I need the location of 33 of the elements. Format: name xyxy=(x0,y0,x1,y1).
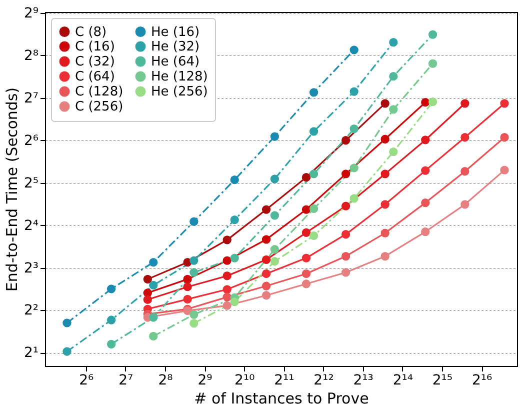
y-tick-label: 2² xyxy=(24,302,38,319)
x-tick-label: 2¹⁴ xyxy=(392,372,414,388)
y-tick-label: 2⁹ xyxy=(24,5,39,22)
legend-label: C (8) xyxy=(75,24,107,40)
x-axis-title: # of Instances to Prove xyxy=(194,390,369,408)
legend-label: C (16) xyxy=(75,40,115,54)
y-tick-label: 2⁷ xyxy=(24,90,38,106)
y-tick-label: 2¹ xyxy=(24,345,38,362)
x-tick-label: 2¹¹ xyxy=(274,372,294,388)
x-tick-label: 2⁶ xyxy=(79,372,94,388)
legend-label: He (64) xyxy=(151,54,200,70)
y-tick-label: 2³ xyxy=(24,260,38,276)
legend-label: C (128) xyxy=(75,84,124,100)
x-tick-label: 2⁸ xyxy=(158,372,174,388)
x-tick-label: 2¹⁶ xyxy=(472,372,492,388)
x-tick-label: 2⁹ xyxy=(198,372,213,388)
y-tick-label: 2⁵ xyxy=(24,175,38,192)
legend-label: C (64) xyxy=(75,70,115,84)
legend-label: He (128) xyxy=(151,70,208,84)
y-tick-label: 2⁶ xyxy=(24,132,39,149)
y-tick-label: 2⁴ xyxy=(24,218,39,234)
x-tick-label: 2¹⁰ xyxy=(234,372,256,388)
y-axis-title: End-to-End Time (Seconds) xyxy=(2,87,21,292)
y-tick-label: 2⁸ xyxy=(24,48,39,64)
legend-label: C (256) xyxy=(75,100,124,114)
legend-label: He (256) xyxy=(151,84,208,100)
legend-label: C (32) xyxy=(75,54,115,70)
legend-label: He (16) xyxy=(151,24,200,40)
x-tick-label: 2¹⁵ xyxy=(432,372,453,388)
legend-label: He (32) xyxy=(151,40,200,54)
x-tick-label: 2¹³ xyxy=(353,372,374,388)
x-tick-label: 2⁷ xyxy=(118,372,134,388)
x-tick-label: 2¹² xyxy=(314,372,334,388)
